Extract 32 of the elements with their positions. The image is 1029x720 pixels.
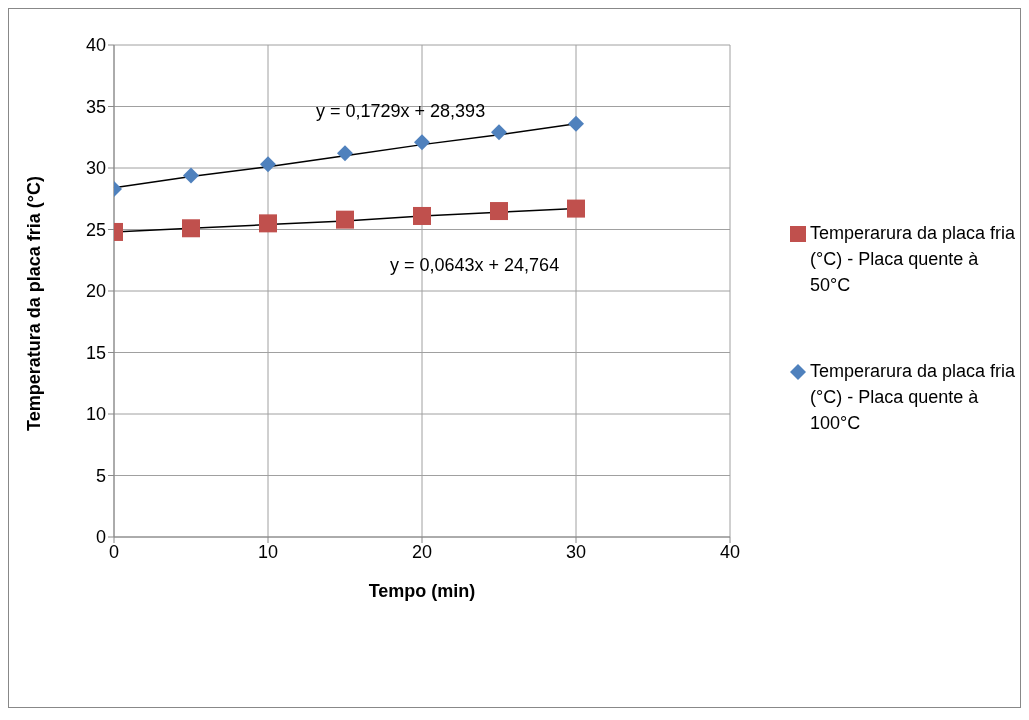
point: [568, 115, 584, 132]
y-tick-label: 15: [85, 342, 106, 363]
annotation: y = 0,0643x + 24,764: [390, 255, 560, 276]
point: [337, 145, 353, 162]
point: [567, 199, 585, 218]
y-tick-label: 5: [95, 465, 106, 486]
point: [413, 206, 431, 225]
point: [259, 214, 277, 233]
point: [182, 219, 200, 238]
point: [491, 124, 507, 141]
y-tick-label: 10: [85, 404, 106, 425]
x-tick-label: 20: [411, 541, 433, 562]
point: [490, 202, 508, 221]
y-tick-label: 35: [85, 96, 106, 117]
point: [260, 156, 276, 173]
x-tick-label: 30: [565, 541, 587, 562]
legend-label: Temperarura da placa fria (°C) - Placa quente à 50°C: [810, 222, 1017, 297]
point: [414, 134, 430, 151]
y-tick-label: 0: [95, 527, 106, 548]
legend-label: Temperarura da placa fria (°C) - Placa quente à 100°C: [810, 360, 1017, 435]
y-tick-label: 20: [85, 281, 106, 302]
x-tick-label: 10: [257, 541, 279, 562]
point: [183, 167, 199, 184]
y-tick-label: 30: [85, 158, 106, 179]
y-tick-label: 40: [85, 35, 106, 56]
x-tick-label: 0: [108, 541, 120, 562]
y-tick-label: 25: [85, 219, 106, 240]
x-tick-label: 40: [719, 541, 741, 562]
point: [336, 210, 354, 229]
annotation: y = 0,1729x + 28,393: [316, 101, 486, 122]
x-axis-title: Tempo (min): [368, 581, 476, 601]
y-axis-title: Temperatura da placa fria (°C): [24, 176, 45, 431]
